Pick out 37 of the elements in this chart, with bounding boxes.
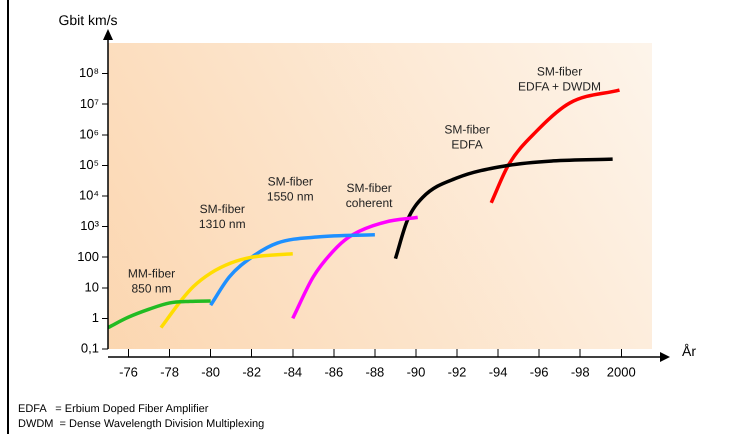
x-tick-label: 2000 (606, 364, 636, 380)
text: SM-fiber 1550 nm (266, 174, 314, 204)
x-tick-label: -82 (242, 364, 262, 380)
text: SM-fiber 1310 nm (198, 202, 246, 232)
x-tick-label: -84 (283, 364, 302, 380)
text: EDFA = Erbium Doped Fiber Amplifier (18, 403, 208, 415)
x-tick-label: -86 (324, 364, 344, 380)
y-tick-label: 1 (92, 310, 99, 325)
y-tick-label: 10⁵ (79, 156, 99, 172)
y-tick-label: 10³ (80, 218, 100, 234)
y-tick-label: 10⁸ (79, 65, 99, 80)
y-tick-label: 10 (84, 279, 99, 294)
y-tick-label: 10⁷ (80, 96, 100, 111)
line-series (394, 157, 614, 260)
x-tick-label: -92 (448, 364, 466, 380)
series-label: SM-fiber EDFA + DWDM (518, 64, 602, 94)
y-tick-label: 10⁴ (78, 188, 99, 203)
line-series (291, 216, 420, 320)
x-tick-label: -90 (406, 364, 426, 380)
series-label: SM-fiber EDFA (444, 122, 490, 152)
y-tick-label: 100 (77, 248, 99, 264)
y-tick-label: 0,1 (80, 340, 99, 356)
line-series (108, 299, 212, 330)
x-axis-title: År (682, 342, 696, 359)
text: DWDM = Dense Wavelength Division Multiplexing (18, 418, 264, 430)
x-tick-label: -88 (365, 364, 384, 380)
x-tick-label: -76 (119, 364, 138, 380)
x-tick-label: -98 (570, 364, 590, 380)
x-tick-label: -94 (488, 364, 508, 380)
x-tick-label: -96 (530, 364, 549, 380)
series-label: SM-fiber coherent (346, 180, 394, 210)
line-series (208, 233, 377, 307)
y-axis-title: Gbit km/s (58, 12, 118, 28)
series-label: MM-fiber 850 nm (128, 266, 176, 296)
x-tick-label: -80 (201, 364, 220, 380)
y-tick-label: 10⁶ (79, 126, 99, 142)
x-tick-label: -78 (160, 364, 180, 380)
